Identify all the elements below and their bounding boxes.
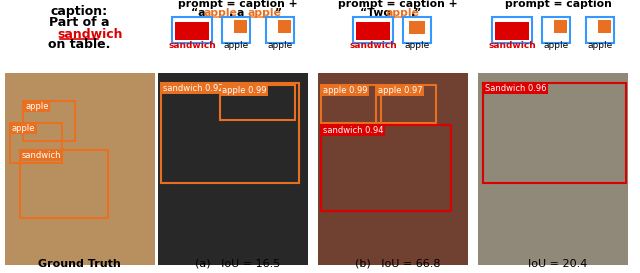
Bar: [353, 17, 393, 43]
Bar: [23, 101, 75, 141]
Text: apple: apple: [588, 41, 612, 51]
Bar: [234, 20, 247, 33]
Bar: [376, 85, 436, 123]
Text: apple 0.99: apple 0.99: [323, 86, 367, 95]
Text: “a: “a: [191, 8, 209, 18]
Bar: [321, 125, 451, 211]
Bar: [542, 17, 570, 43]
Bar: [158, 73, 308, 265]
Bar: [175, 22, 209, 40]
Bar: [403, 17, 431, 43]
Text: sandwich: sandwich: [22, 151, 61, 160]
Bar: [5, 73, 155, 265]
Text: Ground Truth: Ground Truth: [38, 259, 120, 269]
Text: prompt = caption +: prompt = caption +: [178, 0, 298, 9]
Text: ”: ”: [274, 8, 281, 18]
Text: prompt = caption: prompt = caption: [504, 0, 611, 9]
Bar: [409, 21, 424, 34]
Bar: [478, 73, 628, 265]
Text: apple: apple: [248, 8, 282, 18]
Bar: [495, 22, 529, 40]
Bar: [278, 20, 291, 33]
Text: apple: apple: [404, 41, 429, 51]
Text: sandwich 0.92: sandwich 0.92: [163, 84, 223, 93]
Text: “Two: “Two: [360, 8, 395, 18]
Bar: [318, 73, 468, 265]
Bar: [10, 123, 62, 163]
Text: sandwich: sandwich: [349, 41, 397, 51]
Bar: [161, 83, 299, 183]
Bar: [356, 22, 390, 40]
Text: prompt = caption +: prompt = caption +: [338, 0, 458, 9]
Bar: [20, 150, 108, 218]
Text: (a)   IoU = 16.5: (a) IoU = 16.5: [195, 259, 280, 269]
Text: on table.: on table.: [48, 38, 110, 52]
Text: apple: apple: [268, 41, 292, 51]
Text: apple 0.99: apple 0.99: [222, 86, 266, 95]
Text: sandwich: sandwich: [57, 28, 122, 40]
Text: apple: apple: [203, 8, 237, 18]
Text: sandwich 0.94: sandwich 0.94: [323, 126, 383, 135]
Text: , a: , a: [229, 8, 248, 18]
Bar: [586, 17, 614, 43]
Bar: [492, 17, 532, 43]
Text: IoU = 20.4: IoU = 20.4: [528, 259, 588, 269]
Text: Sandwich 0.96: Sandwich 0.96: [485, 84, 547, 93]
Bar: [321, 85, 381, 123]
Text: sandwich: sandwich: [168, 41, 216, 51]
Text: Part of a: Part of a: [49, 16, 109, 29]
Text: apple: apple: [223, 41, 248, 51]
Bar: [598, 20, 611, 33]
Bar: [172, 17, 212, 43]
Text: .”: .”: [411, 8, 422, 18]
Text: apple: apple: [385, 8, 419, 18]
Bar: [220, 85, 295, 120]
Text: sandwich: sandwich: [488, 41, 536, 51]
Bar: [222, 17, 250, 43]
Bar: [554, 20, 567, 33]
Text: caption:: caption:: [51, 4, 108, 17]
Text: apple: apple: [543, 41, 568, 51]
Bar: [266, 17, 294, 43]
Text: apple: apple: [12, 124, 35, 133]
Bar: [483, 83, 626, 183]
Text: apple: apple: [25, 102, 49, 111]
Text: apple 0.97: apple 0.97: [378, 86, 422, 95]
Text: (b)   IoU = 66.8: (b) IoU = 66.8: [355, 259, 441, 269]
